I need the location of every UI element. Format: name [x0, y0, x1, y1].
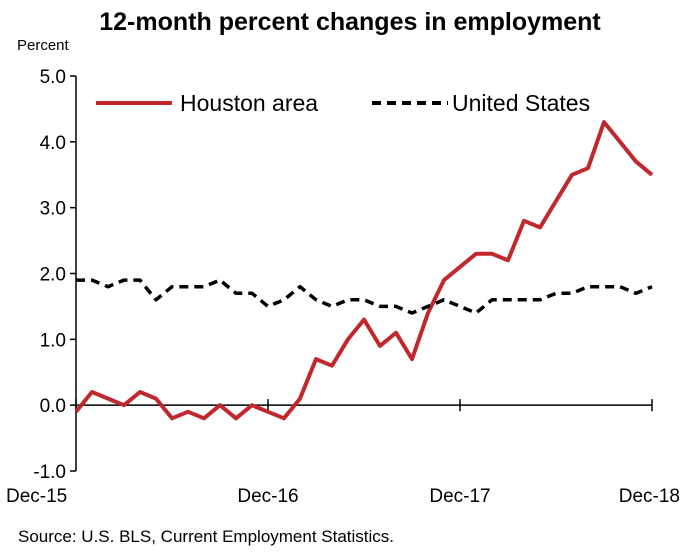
x-tick-label: Dec-18 [619, 486, 680, 507]
x-tick-label: Dec-15 [6, 486, 67, 507]
y-tick-label: 0.0 [40, 396, 66, 417]
series-line-united-states [76, 278, 653, 315]
x-tick-label: Dec-17 [429, 486, 490, 507]
legend-label-houston-area: Houston area [180, 90, 318, 116]
legend-label-united-states: United States [452, 90, 590, 116]
y-tick-label: -1.0 [33, 462, 66, 483]
y-tick-label: 4.0 [40, 133, 66, 154]
x-tick-label: Dec-16 [237, 486, 298, 507]
y-axis-unit-label: Percent [17, 37, 69, 54]
y-tick-label: 2.0 [40, 265, 66, 286]
series-line-houston-area [74, 120, 654, 421]
source-note: Source: U.S. BLS, Current Employment Sta… [18, 527, 395, 546]
chart-title: 12-month percent changes in employment [99, 8, 601, 36]
y-tick-label: 5.0 [40, 67, 66, 88]
y-tick-label: 3.0 [40, 199, 66, 220]
y-tick-label: 1.0 [40, 330, 66, 351]
